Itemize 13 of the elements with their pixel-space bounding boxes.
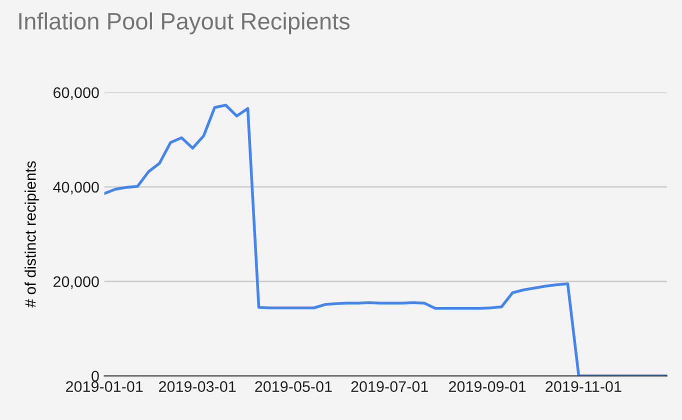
y-axis-title: # of distinct recipients bbox=[24, 161, 39, 308]
y-tick-label: 0 bbox=[92, 370, 99, 382]
chart-title: Inflation Pool Payout Recipients bbox=[19, 12, 350, 34]
x-tick-label: 2019-09-01 bbox=[449, 381, 526, 392]
line-series bbox=[104, 104, 667, 376]
x-tick-label: 2019-03-01 bbox=[159, 381, 236, 392]
y-tick-label: 60,000 bbox=[54, 87, 99, 100]
y-tick-label: 20,000 bbox=[54, 276, 99, 289]
x-tick-label: 2019-01-01 bbox=[66, 381, 143, 392]
x-tick-label: 2019-07-01 bbox=[351, 381, 428, 392]
x-tick-label: 2019-05-01 bbox=[255, 381, 332, 392]
y-tick-label: 40,000 bbox=[53, 182, 99, 194]
x-tick-label: 2019-11-01 bbox=[546, 381, 622, 392]
